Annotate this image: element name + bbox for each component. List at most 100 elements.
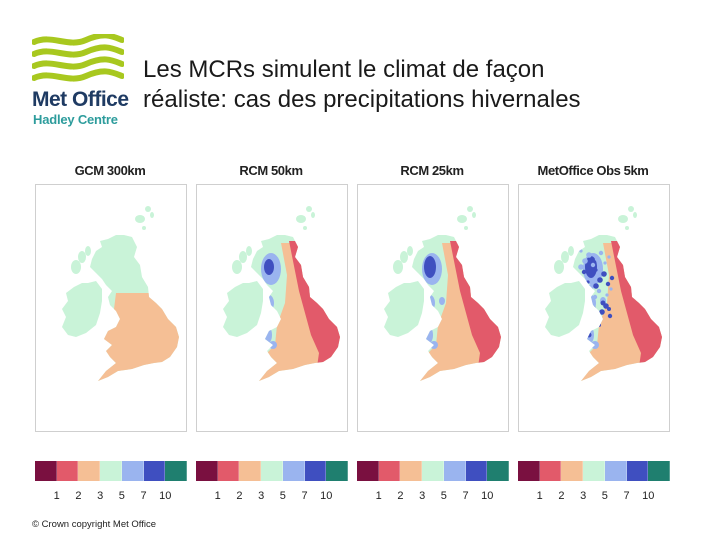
colorbar-tick-label: 3 (258, 490, 265, 502)
wet-spot (584, 290, 590, 296)
island (561, 251, 569, 263)
wave-logo-icon (32, 34, 124, 82)
colorbar-swatch (400, 461, 423, 481)
wet-spot (590, 262, 596, 268)
colorbar-tick-label: 5 (118, 490, 125, 502)
wet-spot (588, 300, 594, 306)
slide-title-line-1: Les MCRs simulent le climat de façon (143, 56, 545, 83)
slide-title-line-2: réaliste: cas des precipitations hiverna… (143, 86, 581, 113)
panel-title: RCM 25km (400, 163, 464, 178)
island (464, 226, 468, 230)
island (303, 226, 307, 230)
wet-spot (584, 318, 588, 322)
colorbar-swatch (196, 461, 218, 481)
wet-spot (597, 277, 603, 283)
wet-spot (594, 268, 598, 272)
island (467, 206, 473, 212)
colorbar-swatch (626, 461, 649, 481)
uk-map-graphic (62, 206, 179, 381)
wet-spot (607, 255, 611, 259)
island (457, 215, 467, 223)
uk-precipitation-map (196, 184, 348, 432)
island (135, 215, 145, 223)
colorbar-tick-label: 7 (623, 490, 630, 502)
logo-subtitle-text: Hadley Centre (33, 112, 118, 127)
colorbar-tick-label: 3 (419, 490, 426, 502)
wet-spot (609, 275, 615, 281)
wet-spot (598, 250, 604, 256)
wet-region (264, 295, 274, 311)
wet-spot (590, 274, 594, 278)
island (393, 260, 403, 274)
colorbar-tick-label: 1 (536, 490, 543, 502)
wet-spot (596, 288, 602, 294)
wet-spot (586, 252, 592, 258)
island (618, 215, 628, 223)
colorbar-swatch (378, 461, 401, 481)
colorbar-swatch (121, 461, 144, 481)
panel-rcm-25km: RCM 25km 1 2 3 5 7 10 (355, 160, 510, 510)
panel-gcm-300km: GCM 300km 1 2 3 5 7 10 (33, 160, 188, 510)
colorbar-swatch (56, 461, 79, 481)
colorbar-swatch (304, 461, 327, 481)
colorbar-tick-label: 10 (642, 490, 655, 502)
island (78, 251, 86, 263)
uk-precipitation-map (357, 184, 509, 432)
colorbar-swatch (648, 461, 671, 481)
wet-spot (605, 281, 611, 287)
colorbar (35, 461, 188, 481)
uk-map-graphic (223, 206, 340, 381)
colorbar-tick-labels: 1 2 3 5 7 10 (35, 490, 187, 504)
colorbar (518, 461, 671, 481)
colorbar-swatch (583, 461, 605, 481)
colorbar-tick-label: 1 (375, 490, 382, 502)
island (142, 226, 146, 230)
wet-spot (597, 323, 601, 327)
colorbar-tick-label: 3 (97, 490, 104, 502)
wet-spot (579, 249, 583, 253)
island (306, 206, 312, 212)
wet-region (269, 341, 277, 349)
colorbar-swatch (78, 461, 101, 481)
colorbar-tick-label: 1 (53, 490, 60, 502)
wet-spot (582, 258, 588, 264)
island (150, 212, 154, 218)
colorbar-tick-label: 7 (462, 490, 469, 502)
colorbar-swatch (539, 461, 562, 481)
colorbar-tick-label: 2 (397, 490, 404, 502)
colorbar-tick-label: 2 (558, 490, 565, 502)
colorbar-swatch (239, 461, 262, 481)
wet-spot (601, 271, 607, 277)
wet-region (434, 320, 438, 326)
colorbar-tick-label: 5 (440, 490, 447, 502)
panel-rcm-50km: RCM 50km 1 2 3 5 7 10 (194, 160, 349, 510)
wet-spot (581, 269, 587, 275)
ireland-landmass (223, 281, 263, 337)
colorbar-tick-label: 10 (481, 490, 494, 502)
ireland-landmass (62, 281, 102, 337)
island (71, 260, 81, 274)
colorbar-tick-label: 1 (214, 490, 221, 502)
met-office-logo: Met Office Hadley Centre (30, 34, 129, 130)
island (554, 260, 564, 274)
colorbar-swatch (326, 461, 349, 481)
copyright-footer: © Crown copyright Met Office (32, 519, 157, 530)
wet-spot (593, 283, 599, 289)
wet-region (591, 341, 599, 349)
colorbar (357, 461, 510, 481)
colorbar-swatch (487, 461, 510, 481)
uk-precipitation-map (35, 184, 187, 432)
ireland-landmass (384, 281, 424, 337)
panel-title: GCM 300km (74, 163, 146, 178)
wet-spot (605, 293, 609, 297)
uk-map-graphic (384, 206, 501, 381)
wet-spot (595, 315, 601, 321)
colorbar-swatch (261, 461, 283, 481)
wet-spot (578, 264, 584, 270)
very-wet-region (424, 256, 436, 278)
island (472, 212, 476, 218)
wet-region (425, 295, 435, 311)
colorbar-tick-label: 7 (140, 490, 147, 502)
island (246, 246, 252, 256)
island (85, 246, 91, 256)
